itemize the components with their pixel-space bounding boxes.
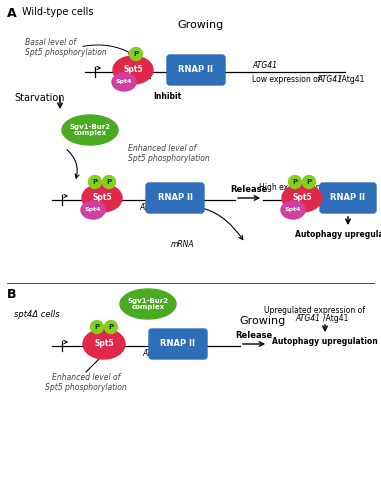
- Text: Spt5: Spt5: [94, 340, 114, 348]
- Text: RNAP II: RNAP II: [330, 194, 365, 202]
- FancyBboxPatch shape: [149, 329, 207, 359]
- Text: P: P: [293, 179, 298, 185]
- Text: ATG41: ATG41: [142, 350, 168, 358]
- Text: Wild-type cells: Wild-type cells: [22, 7, 93, 17]
- FancyBboxPatch shape: [146, 183, 204, 213]
- Circle shape: [288, 176, 301, 188]
- Text: Spt5: Spt5: [123, 66, 143, 74]
- Ellipse shape: [112, 73, 136, 91]
- Circle shape: [102, 176, 115, 188]
- Text: Release: Release: [231, 185, 267, 194]
- Text: A: A: [7, 7, 17, 20]
- Text: Spt4: Spt4: [85, 208, 101, 212]
- Text: ATG41: ATG41: [252, 62, 277, 70]
- Text: P: P: [109, 324, 114, 330]
- Text: High expression of: High expression of: [259, 183, 331, 192]
- Ellipse shape: [62, 115, 118, 145]
- FancyBboxPatch shape: [320, 183, 376, 213]
- Text: ATG41: ATG41: [317, 76, 342, 84]
- Text: P: P: [106, 179, 112, 185]
- Text: RNAP II: RNAP II: [157, 194, 192, 202]
- Circle shape: [130, 48, 142, 60]
- Text: Release: Release: [235, 331, 273, 340]
- Ellipse shape: [282, 184, 322, 212]
- Text: Growing: Growing: [239, 316, 285, 326]
- Text: ATG41: ATG41: [282, 191, 307, 200]
- Text: mRNA: mRNA: [171, 240, 195, 249]
- Text: Spt4: Spt4: [285, 208, 301, 212]
- Text: P: P: [133, 51, 139, 57]
- Text: RNAP II: RNAP II: [160, 340, 195, 348]
- Circle shape: [91, 320, 104, 334]
- FancyBboxPatch shape: [167, 55, 225, 85]
- Text: P: P: [306, 179, 312, 185]
- Ellipse shape: [113, 56, 153, 84]
- Circle shape: [303, 176, 315, 188]
- Ellipse shape: [81, 201, 105, 219]
- Text: Low expression of: Low expression of: [252, 76, 323, 84]
- Text: Inhibit: Inhibit: [153, 92, 181, 101]
- Text: Spt5: Spt5: [292, 194, 312, 202]
- Circle shape: [104, 320, 117, 334]
- Text: Autophagy upregulation: Autophagy upregulation: [272, 337, 378, 346]
- Text: RNAP II: RNAP II: [179, 66, 213, 74]
- Text: Starvation: Starvation: [14, 93, 64, 103]
- Text: P: P: [94, 324, 99, 330]
- Text: Sgv1-Bur2
complex: Sgv1-Bur2 complex: [128, 298, 168, 310]
- Text: spt4Δ cells: spt4Δ cells: [14, 310, 59, 319]
- Text: Upregulated expression of: Upregulated expression of: [264, 306, 365, 315]
- Text: Sgv1-Bur2
complex: Sgv1-Bur2 complex: [69, 124, 110, 136]
- Ellipse shape: [82, 184, 122, 212]
- Ellipse shape: [83, 329, 125, 359]
- Text: ATG41: ATG41: [139, 204, 165, 212]
- Text: Enhanced level of
Spt5 phosphorylation: Enhanced level of Spt5 phosphorylation: [45, 373, 127, 392]
- Text: /Atg41: /Atg41: [310, 191, 335, 200]
- Text: Enhanced level of
Spt5 phosphorylation: Enhanced level of Spt5 phosphorylation: [128, 144, 210, 164]
- Text: ATG41: ATG41: [296, 314, 320, 323]
- Circle shape: [88, 176, 101, 188]
- Text: B: B: [7, 288, 16, 301]
- Text: Basal level of
Spt5 phosphorylation: Basal level of Spt5 phosphorylation: [25, 38, 107, 58]
- Text: /Atg41: /Atg41: [323, 314, 348, 323]
- Text: /Atg41: /Atg41: [339, 76, 364, 84]
- Ellipse shape: [281, 201, 305, 219]
- Text: P: P: [93, 179, 98, 185]
- Text: Autophagy upregulation: Autophagy upregulation: [295, 230, 381, 239]
- Ellipse shape: [120, 289, 176, 319]
- Text: Spt5: Spt5: [92, 194, 112, 202]
- Text: Spt4: Spt4: [116, 80, 132, 84]
- Text: Growing: Growing: [177, 20, 223, 30]
